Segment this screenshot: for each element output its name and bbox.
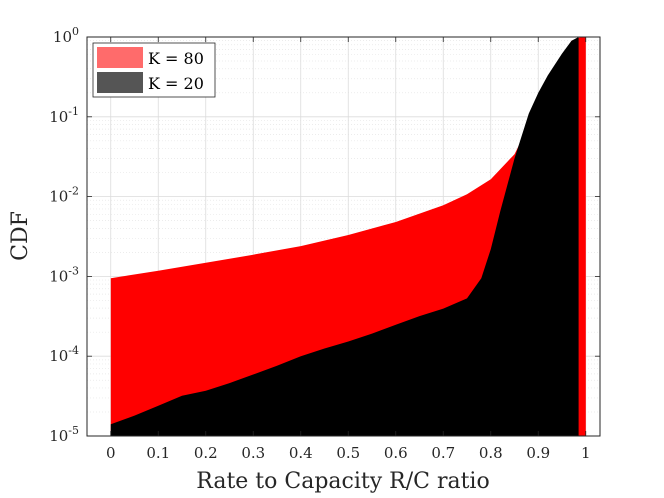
y-axis-label: CDF: [8, 211, 33, 261]
x-tick-label: 1: [581, 444, 591, 462]
x-tick-label: 0.1: [146, 444, 170, 462]
x-tick-label: 0.6: [384, 444, 408, 462]
x-tick-label: 0.2: [194, 444, 218, 462]
y-tick-label: 10-3: [49, 264, 79, 285]
y-tick-label: 100: [53, 25, 79, 46]
x-axis-label: Rate to Capacity R/C ratio: [196, 469, 489, 494]
x-tick-label: 0.4: [289, 444, 313, 462]
ticks-layer: [87, 36, 600, 437]
y-tick-label: 10-2: [49, 185, 79, 206]
series-layer: [110, 37, 586, 436]
y-tick-labels: 10-5 10-4 10-3 10-2 10-1 100: [49, 25, 79, 445]
x-tick-label: 0.9: [526, 444, 550, 462]
x-tick-label: 0.8: [479, 444, 503, 462]
y-tick-label: 10-4: [49, 344, 79, 365]
legend-swatch-k20: [97, 72, 143, 93]
y-tick-label: 10-1: [49, 105, 79, 126]
legend-swatch-k80: [97, 47, 143, 68]
series-area-k20: [110, 37, 579, 436]
x-tick-label: 0: [106, 444, 116, 462]
x-tick-labels: 0 0.1 0.2 0.3 0.4 0.5 0.6 0.7 0.8 0.9 1: [106, 444, 591, 462]
legend: K = 80 K = 20: [92, 42, 216, 98]
y-tick-label: 10-5: [49, 424, 79, 445]
legend-label-k20: K = 20: [148, 74, 204, 93]
axes-box: [86, 36, 601, 437]
x-tick-label: 0.7: [431, 444, 455, 462]
x-tick-label: 0.5: [336, 444, 360, 462]
x-tick-label: 0.3: [241, 444, 265, 462]
legend-label-k80: K = 80: [148, 49, 204, 68]
